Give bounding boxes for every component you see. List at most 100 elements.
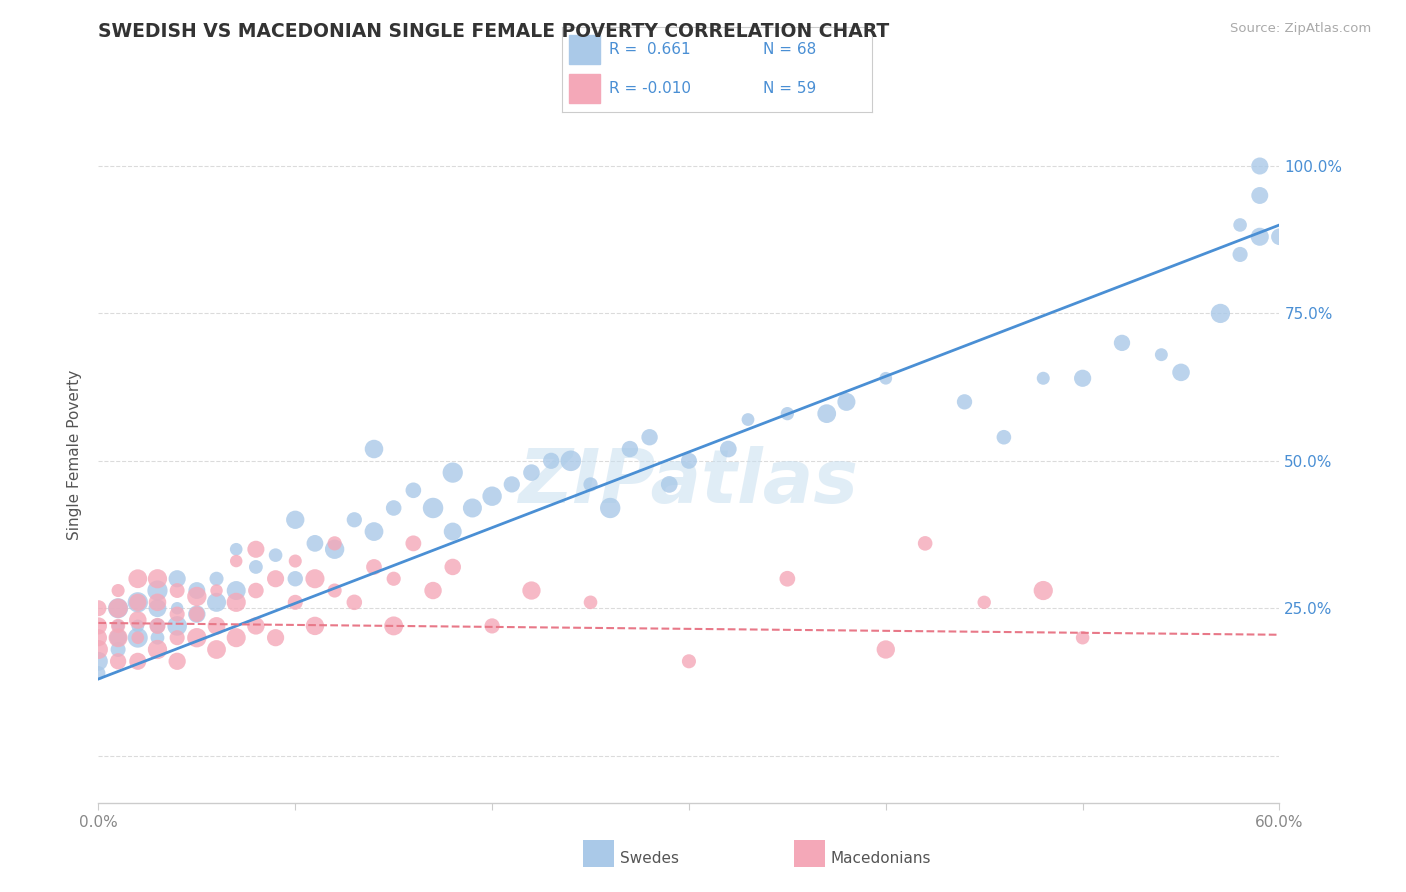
- Point: [304, 619, 326, 633]
- Point: [127, 631, 149, 645]
- Text: Swedes: Swedes: [620, 851, 679, 865]
- Point: [1249, 159, 1271, 173]
- Point: [284, 513, 307, 527]
- Point: [501, 477, 523, 491]
- Point: [323, 542, 346, 557]
- Point: [107, 631, 129, 645]
- Point: [245, 583, 267, 598]
- Point: [127, 631, 149, 645]
- Point: [186, 607, 208, 621]
- Point: [166, 607, 188, 621]
- Text: R =  0.661: R = 0.661: [609, 42, 690, 57]
- Point: [225, 595, 247, 609]
- Point: [146, 619, 169, 633]
- Point: [146, 583, 169, 598]
- Point: [461, 500, 484, 515]
- Bar: [568, 36, 599, 64]
- Point: [225, 631, 247, 645]
- Point: [107, 619, 129, 633]
- Point: [107, 654, 129, 668]
- Point: [776, 407, 799, 421]
- Point: [441, 560, 464, 574]
- Point: [205, 583, 228, 598]
- Point: [560, 454, 582, 468]
- Point: [304, 536, 326, 550]
- Point: [166, 583, 188, 598]
- Point: [245, 560, 267, 574]
- Point: [186, 590, 208, 604]
- Point: [146, 619, 169, 633]
- Point: [284, 554, 307, 568]
- Text: N = 68: N = 68: [763, 42, 817, 57]
- Point: [107, 583, 129, 598]
- Text: R = -0.010: R = -0.010: [609, 81, 690, 96]
- Point: [87, 642, 110, 657]
- Point: [127, 595, 149, 609]
- Point: [599, 500, 621, 515]
- Point: [1032, 583, 1054, 598]
- Point: [127, 654, 149, 668]
- Point: [914, 536, 936, 550]
- Point: [127, 595, 149, 609]
- Point: [619, 442, 641, 456]
- Point: [835, 395, 858, 409]
- Point: [1150, 348, 1173, 362]
- Point: [343, 513, 366, 527]
- Point: [815, 407, 838, 421]
- Point: [1249, 188, 1271, 202]
- Point: [225, 542, 247, 557]
- Point: [1032, 371, 1054, 385]
- Point: [284, 572, 307, 586]
- Point: [304, 572, 326, 586]
- Point: [1229, 247, 1251, 261]
- Point: [579, 477, 602, 491]
- Point: [363, 442, 385, 456]
- Point: [146, 572, 169, 586]
- Point: [1229, 218, 1251, 232]
- Text: Macedonians: Macedonians: [831, 851, 931, 865]
- Text: Source: ZipAtlas.com: Source: ZipAtlas.com: [1230, 22, 1371, 36]
- Point: [382, 572, 405, 586]
- Point: [717, 442, 740, 456]
- Point: [166, 601, 188, 615]
- Point: [166, 631, 188, 645]
- Point: [205, 572, 228, 586]
- Point: [146, 642, 169, 657]
- Point: [284, 595, 307, 609]
- Point: [402, 483, 425, 498]
- Point: [186, 583, 208, 598]
- Point: [658, 477, 681, 491]
- Point: [264, 548, 287, 562]
- Point: [875, 371, 897, 385]
- Point: [127, 572, 149, 586]
- Point: [87, 631, 110, 645]
- Point: [87, 619, 110, 633]
- Point: [107, 619, 129, 633]
- Point: [107, 601, 129, 615]
- Point: [205, 595, 228, 609]
- Point: [441, 524, 464, 539]
- Point: [540, 454, 562, 468]
- Point: [166, 654, 188, 668]
- Point: [245, 619, 267, 633]
- Bar: [568, 74, 599, 103]
- Point: [166, 572, 188, 586]
- Point: [87, 666, 110, 681]
- Point: [225, 583, 247, 598]
- Point: [146, 631, 169, 645]
- Point: [402, 536, 425, 550]
- Point: [481, 619, 503, 633]
- Point: [323, 536, 346, 550]
- Point: [1249, 229, 1271, 244]
- Point: [382, 500, 405, 515]
- Point: [1268, 229, 1291, 244]
- Point: [186, 607, 208, 621]
- Text: N = 59: N = 59: [763, 81, 817, 96]
- Point: [87, 654, 110, 668]
- Point: [382, 619, 405, 633]
- Point: [441, 466, 464, 480]
- Point: [205, 642, 228, 657]
- Point: [127, 613, 149, 627]
- Point: [1170, 365, 1192, 379]
- Point: [1111, 335, 1133, 350]
